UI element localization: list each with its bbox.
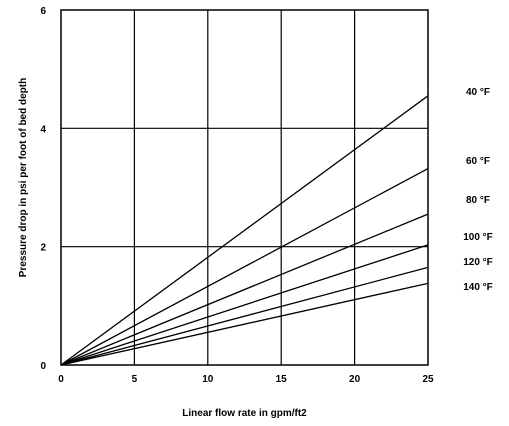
series-label: 80 °F	[466, 195, 490, 206]
series-label: 140 °F	[463, 282, 493, 293]
x-tick-label: 20	[349, 374, 361, 385]
series-label: 60 °F	[466, 156, 490, 167]
x-tick-label: 5	[132, 374, 138, 385]
y-tick-labels: 0 2 4 6	[40, 6, 46, 372]
series-labels: 40 °F 60 °F 80 °F 100 °F 120 °F 140 °F	[463, 87, 493, 293]
gridlines	[61, 10, 428, 365]
x-tick-label: 25	[422, 374, 434, 385]
x-tick-labels: 0 5 10 15 20 25	[58, 374, 434, 385]
plot-area	[60, 9, 429, 366]
series-line	[60, 282, 429, 366]
y-axis-label: Pressure drop in psi per foot of bed dep…	[18, 78, 29, 277]
y-tick-label: 6	[40, 6, 46, 17]
series-line	[60, 244, 429, 366]
y-tick-label: 2	[40, 243, 46, 254]
y-tick-label: 4	[40, 124, 46, 135]
x-tick-label: 0	[58, 374, 64, 385]
x-tick-label: 10	[202, 374, 214, 385]
series-line	[60, 167, 429, 366]
series-label: 40 °F	[466, 87, 490, 98]
y-tick-label: 0	[40, 361, 46, 372]
x-axis-label: Linear flow rate in gpm/ft2	[182, 408, 307, 419]
series-label: 120 °F	[463, 257, 493, 268]
series-label: 100 °F	[463, 232, 493, 243]
series-line	[60, 266, 429, 366]
x-tick-label: 15	[276, 374, 288, 385]
series-line	[60, 213, 429, 366]
series-line	[60, 95, 429, 366]
series-lines	[60, 95, 429, 366]
